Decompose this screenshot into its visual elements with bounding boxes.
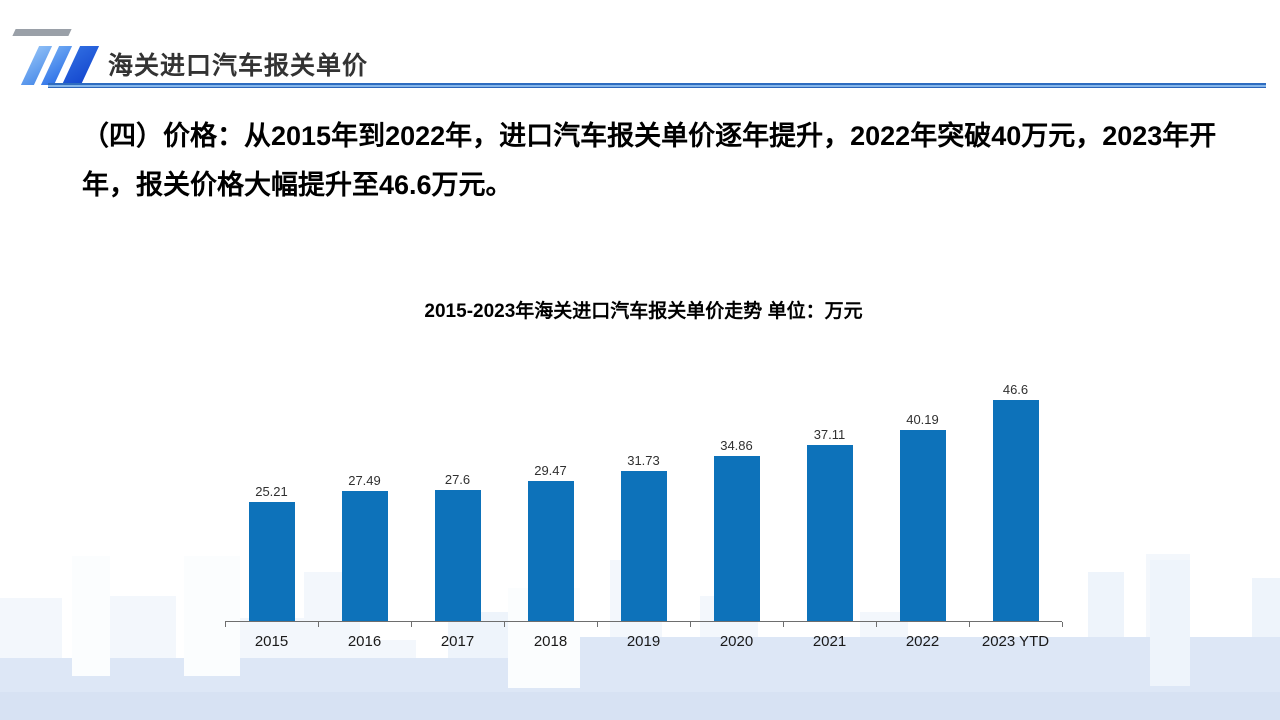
x-axis-label: 2023 YTD [981,633,1050,650]
x-axis-label: 2016 [347,633,382,650]
bar-slot: 27.6 [411,376,504,621]
bar [713,456,760,621]
bar [806,445,853,621]
chart-x-labels: 2015 2016 2017 2018 2019 2020 2021 2022 2023 YTD [225,627,1062,650]
bar-value-label: 34.86 [720,438,753,453]
bar-value-label: 37.11 [813,427,846,442]
body-paragraph: （四）价格：从2015年到2022年，进口汽车报关单价逐年提升，2022年突破4… [82,121,1217,200]
axis-tick [876,622,877,627]
chart-axis-ticks [225,622,1063,627]
axis-tick [318,622,319,627]
x-axis-label: 2019 [626,633,661,650]
bar-value-label: 40.19 [906,412,939,427]
bar [527,481,574,621]
x-axis-label: 2015 [254,633,289,650]
x-axis-label: 2018 [533,633,568,650]
bar-value-label: 27.49 [348,473,381,488]
bar-slot: 40.19 [876,376,969,621]
bar-slot: 25.21 [225,376,318,621]
chart-plot: 25.21 27.49 27.6 29.47 31.73 34.86 37.11 40.19 4… [225,376,1062,621]
bar [248,502,295,621]
bar-chart: 25.21 27.49 27.6 29.47 31.73 34.86 37.11 40.19 4… [225,376,1063,650]
axis-tick [690,622,691,627]
bar [992,400,1039,621]
bar-value-label: 29.47 [534,463,567,478]
bar [341,491,388,621]
header-underline [48,83,1266,88]
bar-value-label: 46.6 [1002,382,1029,397]
axis-tick [411,622,412,627]
x-axis-label: 2022 [905,633,940,650]
x-axis-label: 2017 [440,633,475,650]
x-axis-label: 2020 [719,633,754,650]
bar-slot: 37.11 [783,376,876,621]
gray-slash-icon [12,29,72,36]
axis-tick [783,622,784,627]
axis-tick [969,622,970,627]
bar-slot: 34.86 [690,376,783,621]
x-axis-label: 2021 [812,633,847,650]
axis-tick [597,622,598,627]
chart-title: 2015-2023年海关进口汽车报关单价走势 单位：万元 [424,301,863,322]
axis-tick [225,622,226,627]
axis-tick [1062,622,1063,627]
bar-slot: 46.6 [969,376,1062,621]
bar [899,430,946,621]
bar [620,471,667,621]
bar-slot: 29.47 [504,376,597,621]
axis-tick [504,622,505,627]
bar-value-label: 27.6 [444,472,471,487]
bar-value-label: 25.21 [255,484,288,499]
bar [434,490,481,621]
page-title: 海关进口汽车报关单价 [108,52,369,80]
bar-value-label: 31.73 [627,453,660,468]
bar-slot: 27.49 [318,376,411,621]
bar-slot: 31.73 [597,376,690,621]
